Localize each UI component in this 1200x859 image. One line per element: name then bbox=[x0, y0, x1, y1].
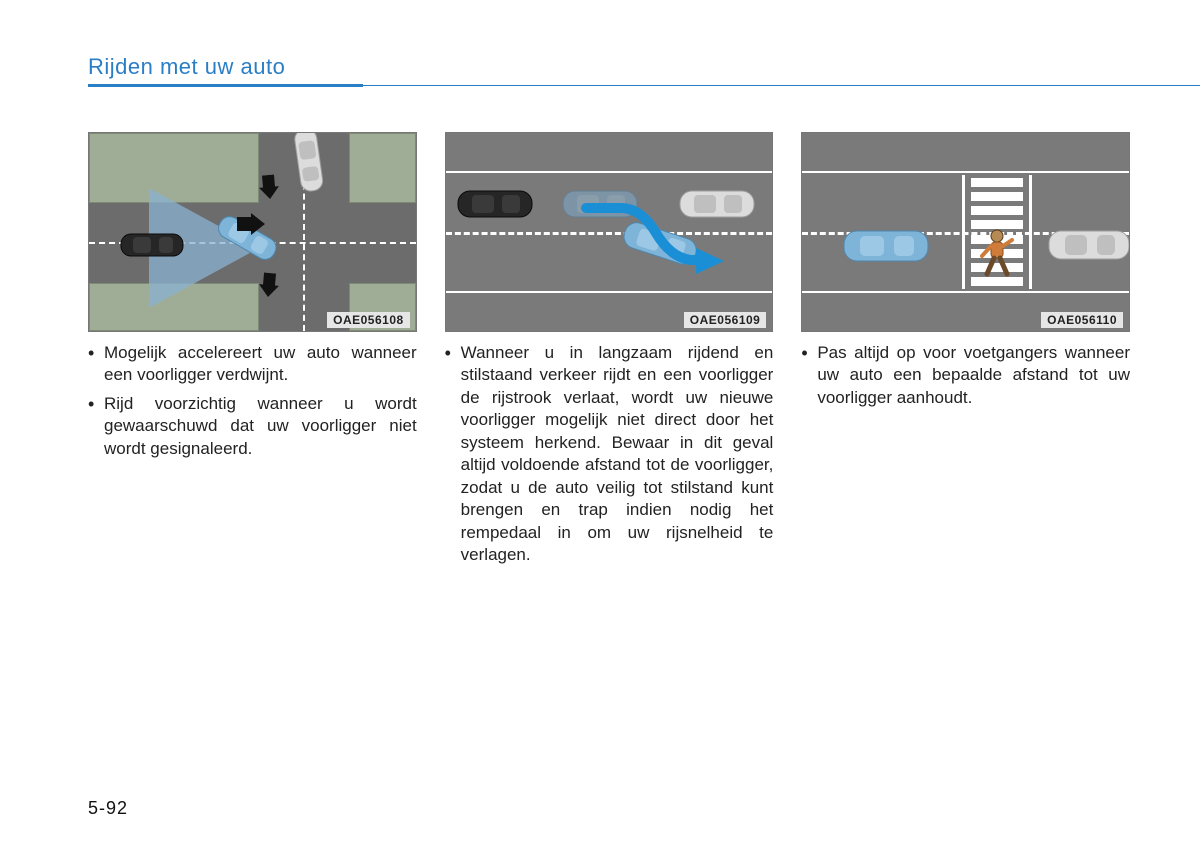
figure-intersection: OAE056108 bbox=[88, 132, 417, 332]
figure-lane-change: OAE056109 bbox=[445, 132, 774, 332]
bullet-list: Mogelijk accelereert uw auto wanneer een… bbox=[88, 342, 417, 460]
figure-code: OAE056110 bbox=[1041, 312, 1123, 328]
section-title: Rijden met uw auto bbox=[88, 54, 1200, 80]
bullet-item: Wanneer u in langzaam rijdend en stilsta… bbox=[445, 342, 774, 566]
front-car-icon bbox=[1047, 228, 1130, 262]
own-car-icon bbox=[119, 231, 189, 259]
page-number: 5-92 bbox=[88, 798, 128, 819]
content-columns: OAE056108 Mogelijk accelereert uw auto w… bbox=[88, 132, 1130, 572]
header-rule-thick bbox=[88, 84, 363, 87]
bullet-item: Pas altijd op voor voetgangers wanneer u… bbox=[801, 342, 1130, 409]
lane-change-arrow-icon bbox=[576, 198, 726, 283]
bullet-item: Mogelijk accelereert uw auto wanneer een… bbox=[88, 342, 417, 387]
road-edge-top bbox=[802, 171, 1129, 173]
bullet-item: Rijd voorzichtig wanneer u wordt gewaars… bbox=[88, 393, 417, 460]
direction-arrow-icon bbox=[237, 213, 265, 235]
road-edge-top bbox=[446, 171, 773, 173]
column-1: OAE056108 Mogelijk accelereert uw auto w… bbox=[88, 132, 417, 572]
direction-arrow-icon bbox=[258, 272, 280, 298]
bullet-list: Wanneer u in langzaam rijdend en stilsta… bbox=[445, 342, 774, 566]
own-car-icon bbox=[456, 188, 538, 220]
road-edge-bottom bbox=[446, 291, 773, 293]
own-car-icon bbox=[842, 228, 934, 264]
direction-arrow-icon bbox=[258, 174, 280, 200]
column-2: OAE056109 Wanneer u in langzaam rijdend … bbox=[445, 132, 774, 572]
page-header: Rijden met uw auto bbox=[88, 54, 1200, 80]
figure-code: OAE056108 bbox=[327, 312, 410, 328]
column-3: OAE056110 Pas altijd op voor voetgangers… bbox=[801, 132, 1130, 572]
pedestrian-icon bbox=[977, 228, 1017, 283]
bullet-list: Pas altijd op voor voetgangers wanneer u… bbox=[801, 342, 1130, 409]
grass-top-right bbox=[349, 133, 416, 203]
figure-code: OAE056109 bbox=[684, 312, 767, 328]
road-edge-bottom bbox=[802, 291, 1129, 293]
figure-pedestrian: OAE056110 bbox=[801, 132, 1130, 332]
header-rule-thin bbox=[363, 85, 1200, 86]
